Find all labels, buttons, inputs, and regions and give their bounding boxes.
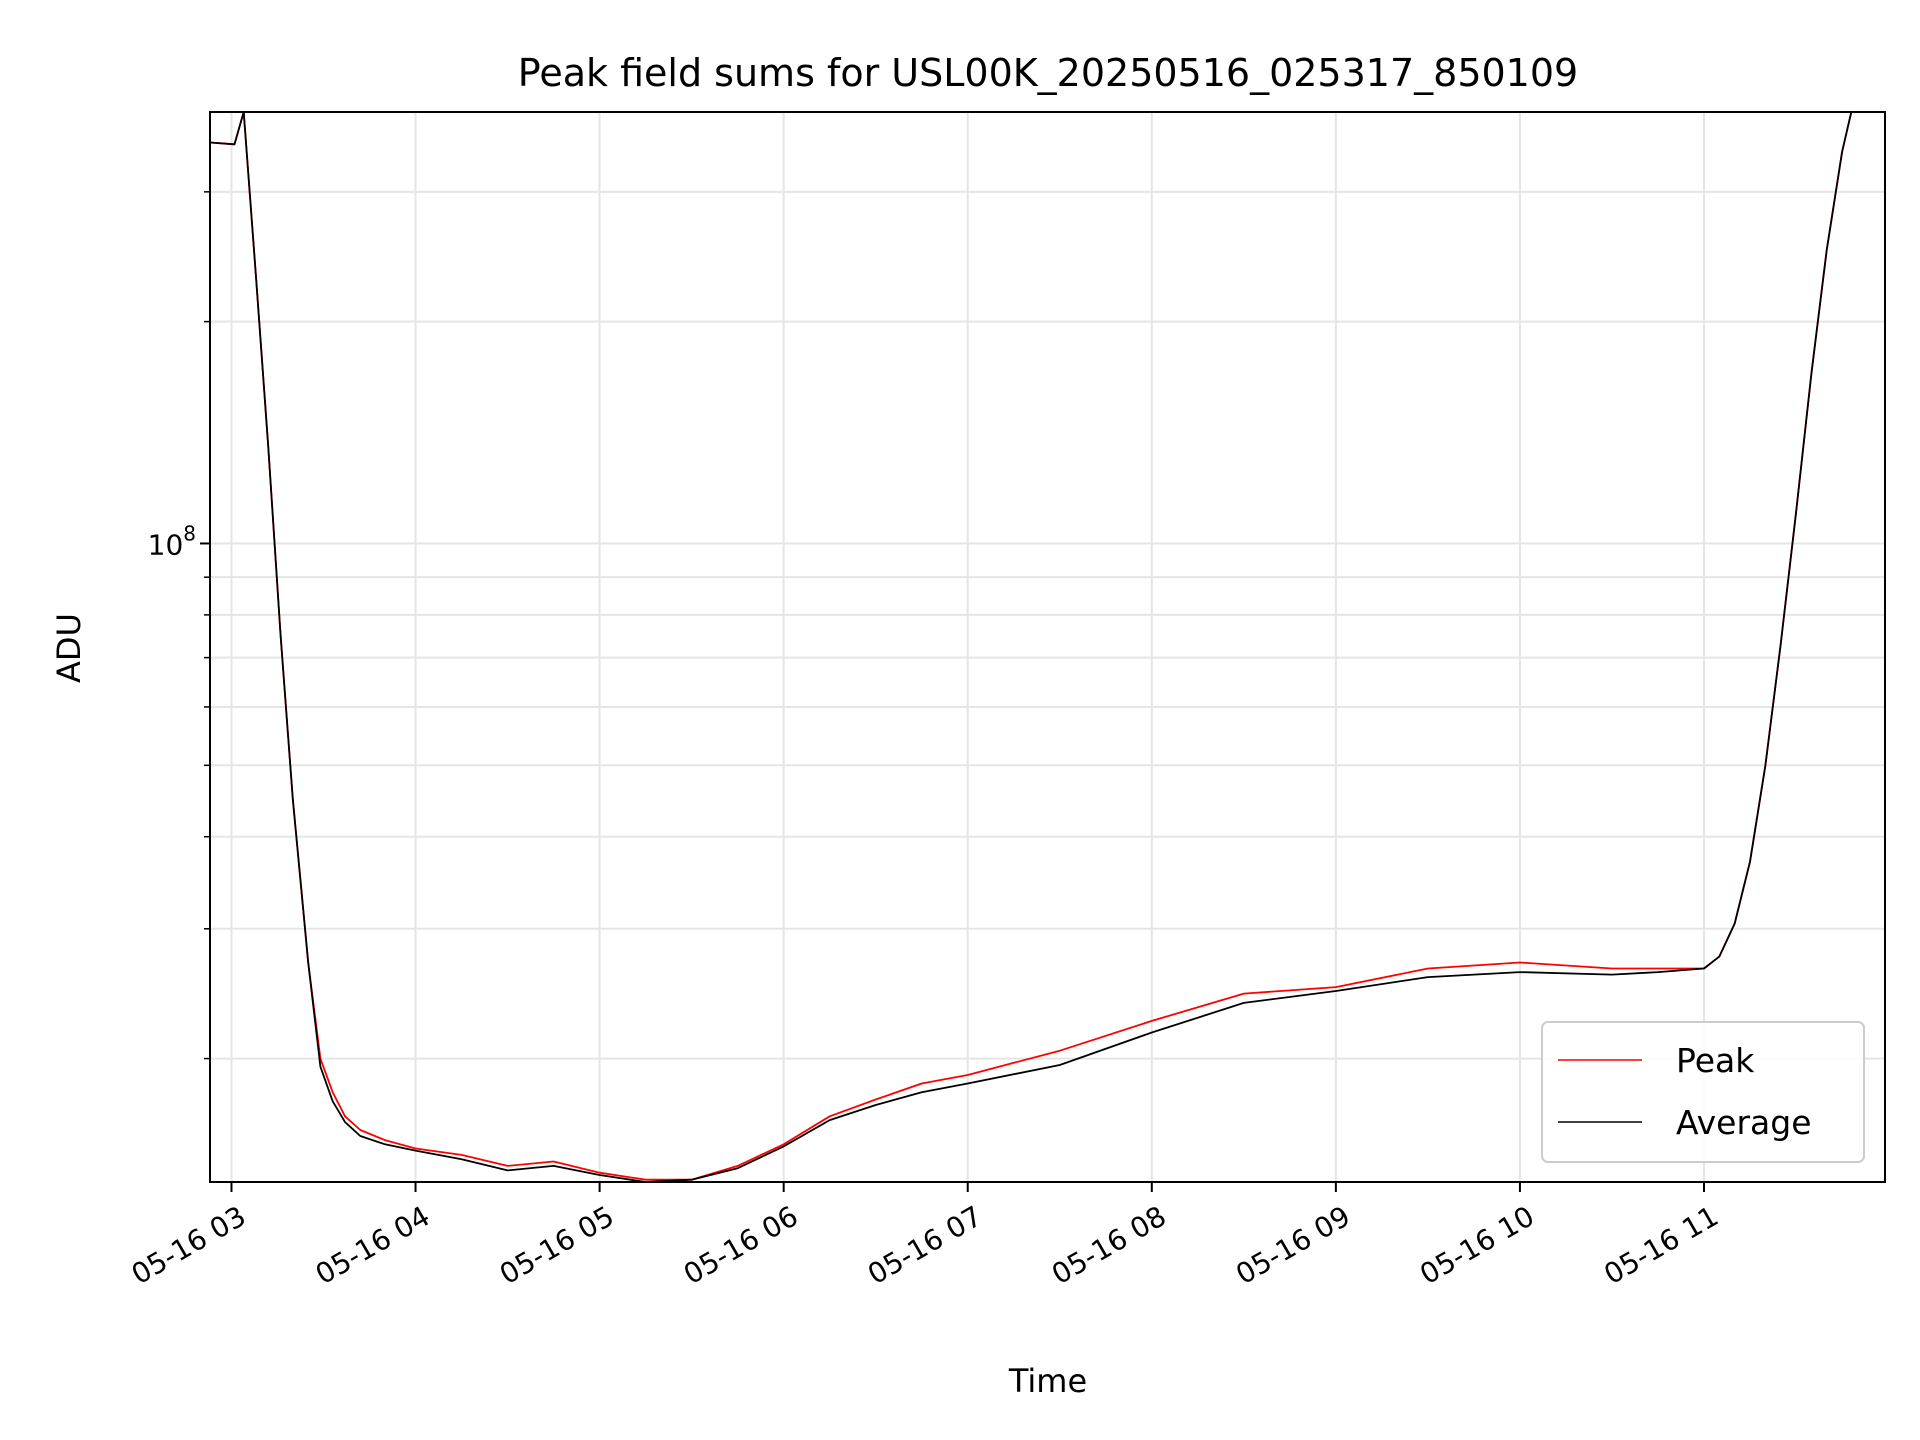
chart-title: Peak field sums for USL00K_20250516_0253…	[518, 51, 1578, 95]
series-line-average	[210, 112, 1853, 1182]
legend-label-peak: Peak	[1676, 1041, 1755, 1080]
y-tick-label: 108	[148, 521, 196, 561]
legend-box	[1541, 1021, 1865, 1163]
grid	[210, 112, 1885, 1182]
x-axis-label: Time	[1008, 1362, 1087, 1400]
plot-frame	[209, 111, 1886, 1183]
series-layer	[210, 112, 1853, 1182]
legend-label-average: Average	[1676, 1103, 1812, 1142]
legend: Peak Average	[1541, 1021, 1865, 1163]
y-axis-label: ADU	[50, 613, 88, 683]
y-axis-ticks: 108	[148, 191, 210, 1060]
